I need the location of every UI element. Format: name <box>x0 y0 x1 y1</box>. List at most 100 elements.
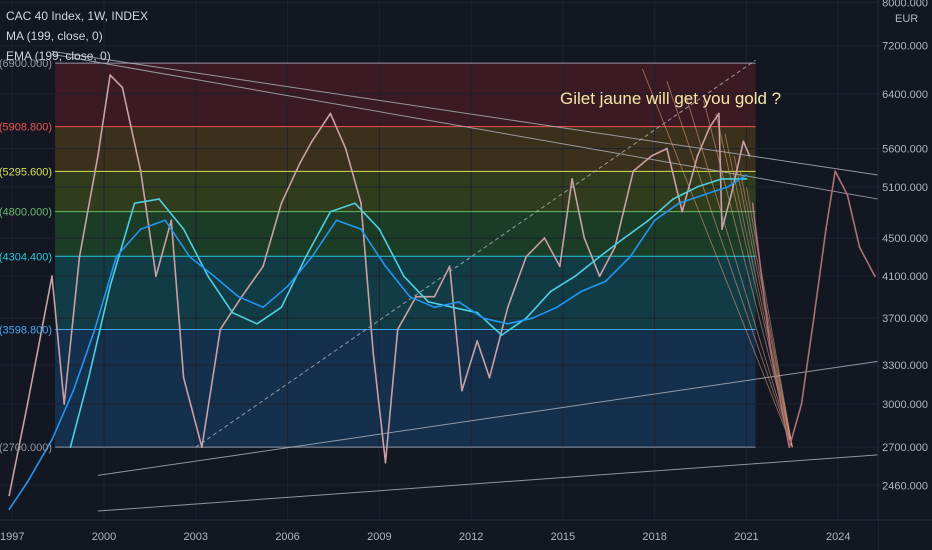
y-tick-label: 4500.000 <box>882 233 928 245</box>
series-point <box>139 170 142 172</box>
fib-level-label: 0.382(5295.600) <box>0 166 52 178</box>
series-point <box>298 162 301 165</box>
series-line[interactable] <box>8 74 751 496</box>
series-point <box>384 265 387 268</box>
series-point <box>305 255 307 258</box>
fib-level-label: 0.236(5908.800) <box>0 122 52 134</box>
series-point <box>858 246 861 249</box>
series-point <box>63 403 66 405</box>
series-point <box>133 202 136 205</box>
x-tick-label: 2006 <box>275 531 299 543</box>
trend-line[interactable] <box>195 59 756 448</box>
y-tick-label: 4100.000 <box>882 271 928 283</box>
series-point <box>8 494 11 497</box>
y-tick-label: 3000.000 <box>882 399 928 411</box>
series-point <box>574 275 577 278</box>
series-point <box>788 446 791 449</box>
series-point <box>51 275 53 278</box>
series-point <box>87 376 90 379</box>
series-point <box>158 198 160 200</box>
series-point <box>614 246 616 249</box>
series-point <box>647 219 650 222</box>
series-point <box>69 446 72 449</box>
fan-line[interactable] <box>666 81 793 448</box>
series-point <box>78 255 81 258</box>
series-point <box>409 295 411 298</box>
series-point <box>311 255 313 258</box>
fib-zones <box>55 63 756 448</box>
series-point <box>311 140 313 143</box>
series-point <box>525 255 528 258</box>
fib-level-label: 0(6900.000) <box>0 58 52 70</box>
series-point <box>708 126 711 129</box>
y-tick-label: 8000.000 <box>882 0 928 10</box>
series-point <box>745 174 748 176</box>
series-point <box>482 317 485 320</box>
series-point <box>812 317 815 320</box>
series-point <box>329 112 332 115</box>
series-point <box>256 322 258 325</box>
series-point <box>280 306 283 309</box>
series-point <box>672 198 674 200</box>
annotation-text: Gilet jaune will get you gold ? <box>560 89 781 108</box>
series-point <box>415 295 417 298</box>
series-point <box>93 328 96 331</box>
fan-line[interactable] <box>641 68 793 448</box>
series-point <box>286 285 289 288</box>
series-point <box>96 155 99 157</box>
y-tick-label: 2460.000 <box>882 480 928 492</box>
series-point <box>402 275 405 278</box>
trend-lines <box>51 50 879 512</box>
series-point <box>280 202 283 205</box>
series-point <box>427 301 430 303</box>
symbol-title[interactable]: CAC 40 Index, 1W, INDEX <box>6 9 149 23</box>
series-line[interactable] <box>8 174 747 510</box>
fan-line[interactable] <box>684 93 793 448</box>
series-point <box>721 228 723 230</box>
series-point <box>770 351 772 354</box>
series-point <box>72 389 75 392</box>
y-tick-label: 5100.000 <box>882 182 928 194</box>
x-tick-label: 2003 <box>184 531 208 543</box>
fan-line[interactable] <box>715 113 793 448</box>
trend-line[interactable] <box>97 454 879 512</box>
legend: CAC 40 Index, 1W, INDEX MA (199, close, … <box>6 6 148 66</box>
series-point <box>164 219 167 222</box>
y-tick-label: 3700.000 <box>882 313 928 325</box>
trend-line[interactable] <box>51 53 879 200</box>
x-tick-label: 2018 <box>642 531 666 543</box>
series-point <box>384 461 387 464</box>
series-point <box>335 219 338 222</box>
series-point <box>353 202 356 205</box>
series-point <box>727 185 729 188</box>
series-point <box>604 280 607 283</box>
fan-line[interactable] <box>724 134 793 448</box>
series-point <box>583 237 586 239</box>
series-point <box>139 228 142 230</box>
fib-level-label: 0.618(4304.400) <box>0 251 52 263</box>
ma-legend[interactable]: MA (199, close, 0) <box>6 29 103 43</box>
series-point <box>182 376 185 379</box>
ema-legend[interactable]: EMA (199, close, 0) <box>6 49 111 63</box>
series-point <box>598 275 601 278</box>
series-point <box>170 219 173 222</box>
series-point <box>834 170 837 172</box>
trend-line[interactable] <box>97 360 879 476</box>
series-point <box>678 202 681 205</box>
series-point <box>525 317 528 320</box>
series-point <box>751 202 754 205</box>
series-point <box>109 74 112 77</box>
series-point <box>571 177 573 180</box>
series-point <box>623 237 625 239</box>
series-point <box>721 177 723 180</box>
series-point <box>718 112 720 115</box>
fan-line[interactable] <box>745 186 793 448</box>
price-scale: 2460.000 2700.000 3000.000 3300.000 3700.000… <box>882 0 928 492</box>
series-line[interactable] <box>751 170 876 449</box>
time-scale-bg <box>0 520 878 550</box>
fan-line[interactable] <box>733 155 793 448</box>
series-point <box>745 177 748 180</box>
series-point <box>448 265 451 268</box>
series-point <box>121 86 124 89</box>
